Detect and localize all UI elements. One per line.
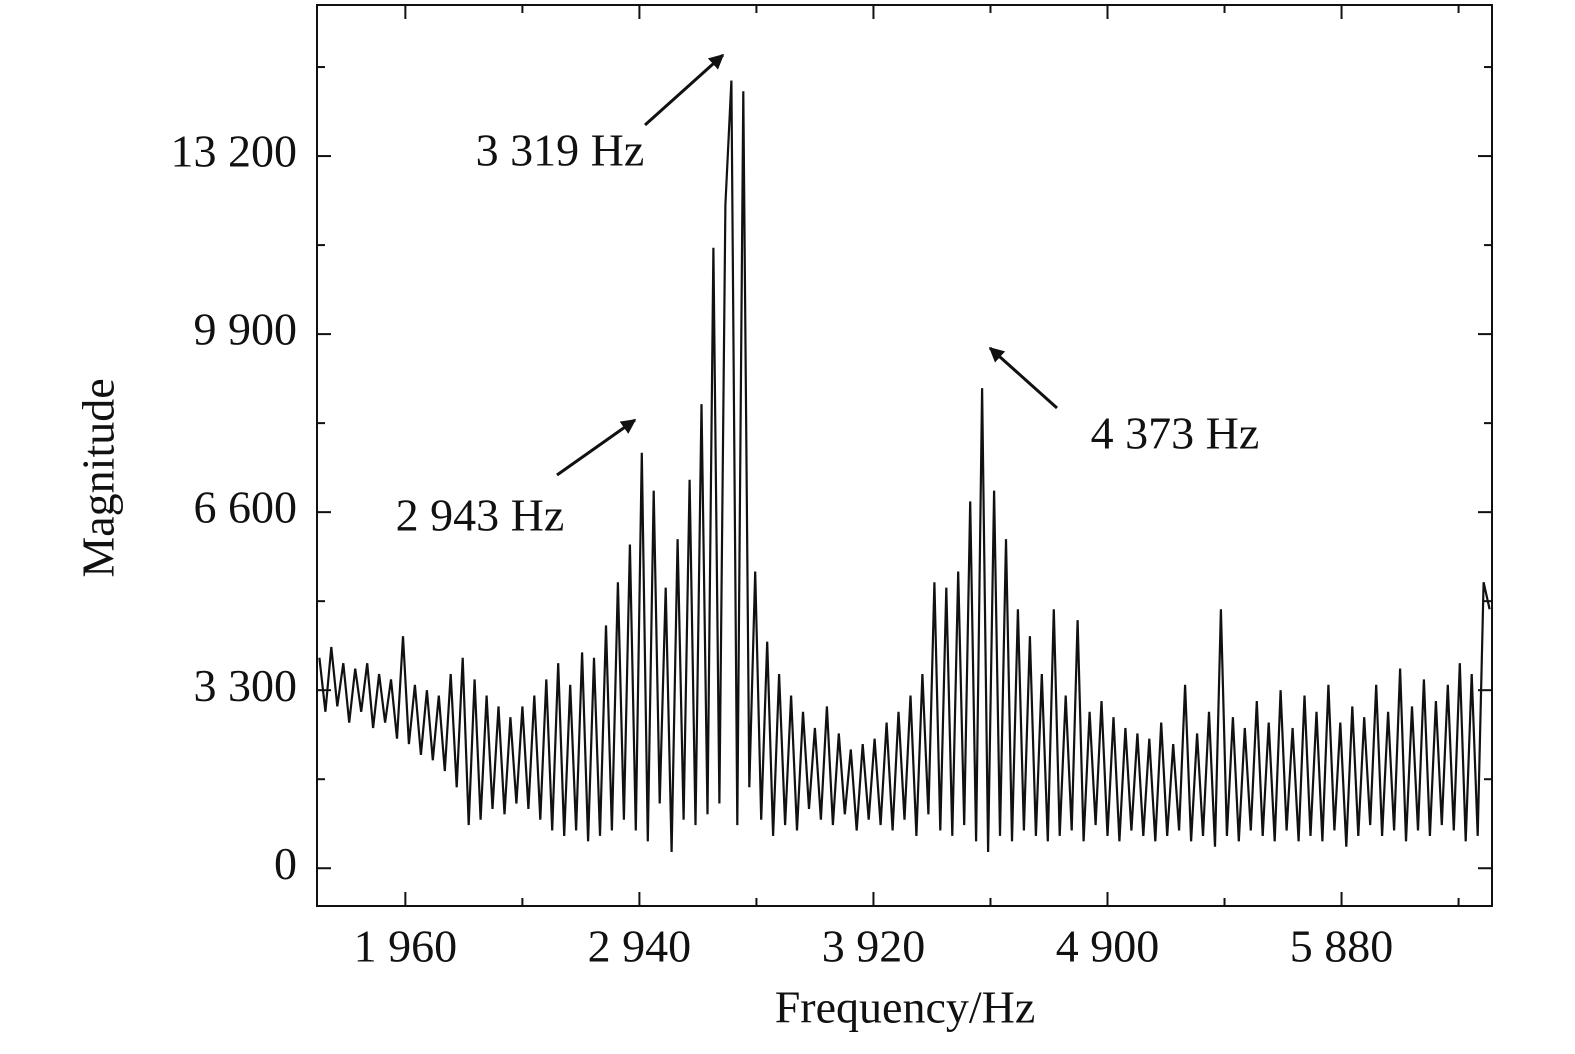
- y-axis-label: Magnitude: [73, 378, 124, 577]
- x-tick-label: 4 900: [1056, 921, 1160, 972]
- annotation-arrow: [556, 418, 637, 477]
- y-tick-label: 9 900: [194, 304, 298, 355]
- x-tick-label: 3 920: [822, 921, 926, 972]
- plot-frame: [316, 4, 1493, 907]
- x-tick-label: 1 960: [354, 921, 458, 972]
- annotation-arrow: [988, 346, 1059, 410]
- y-tick-label: 13 200: [171, 126, 298, 177]
- annotation-label: 4 373 Hz: [1091, 408, 1260, 459]
- annotation-label: 2 943 Hz: [396, 490, 565, 541]
- x-tick-label: 2 940: [588, 921, 692, 972]
- x-axis-label: Frequency/Hz: [775, 982, 1036, 1033]
- spectrum-line: [318, 80, 1491, 853]
- x-tick-label: 5 880: [1290, 921, 1394, 972]
- y-tick-label: 6 600: [194, 482, 298, 533]
- y-tick-label: 3 300: [194, 660, 298, 711]
- annotation-label: 3 319 Hz: [476, 125, 645, 176]
- y-tick-label: 0: [274, 838, 297, 889]
- annotation-arrow: [643, 53, 725, 127]
